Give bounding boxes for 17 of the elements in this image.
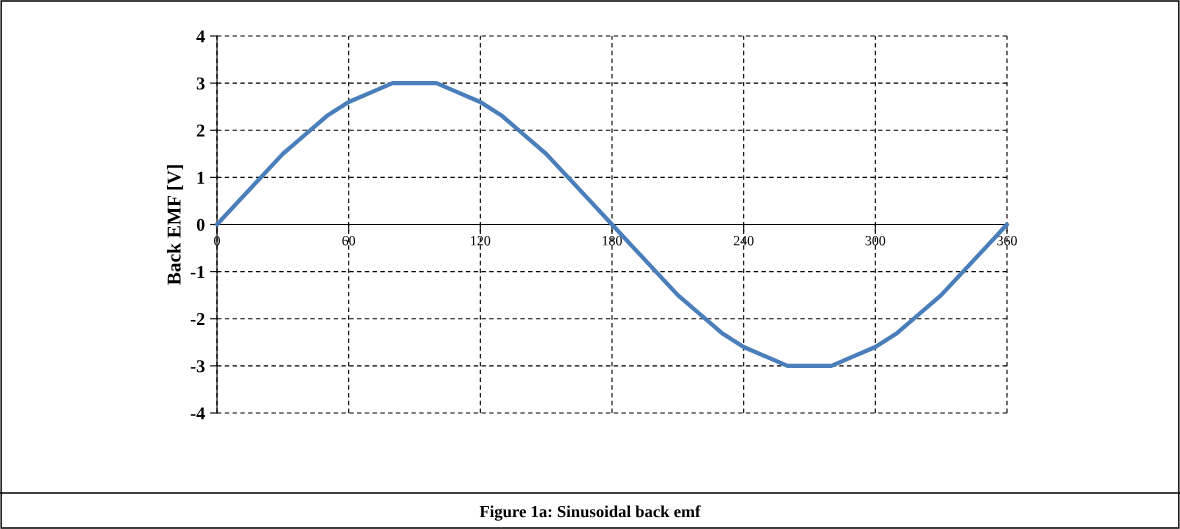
y-tick-label: -2 — [190, 313, 205, 326]
y-tick-label: -3 — [190, 360, 205, 373]
x-tick-label: 120 — [471, 236, 491, 246]
x-tick-label: 180 — [602, 236, 622, 246]
y-tick-label: -1 — [190, 265, 205, 278]
x-tick-label: 360 — [997, 236, 1017, 246]
x-tick-label: 300 — [865, 236, 886, 246]
y-tick-label: 0 — [196, 218, 205, 231]
caption: Figure 1a: Sinusoidal back emf — [479, 505, 701, 521]
y-tick-label: 3 — [196, 77, 205, 90]
y-axis-title: Back EMF [V] — [166, 165, 184, 285]
y-tick-label: 1 — [197, 171, 205, 184]
x-tick-label: 240 — [733, 236, 754, 246]
x-tick-label: 60 — [342, 236, 356, 246]
y-tick-label: -4 — [190, 407, 205, 420]
y-tick-label: 4 — [196, 30, 205, 43]
y-tick-label: 2 — [196, 124, 205, 137]
